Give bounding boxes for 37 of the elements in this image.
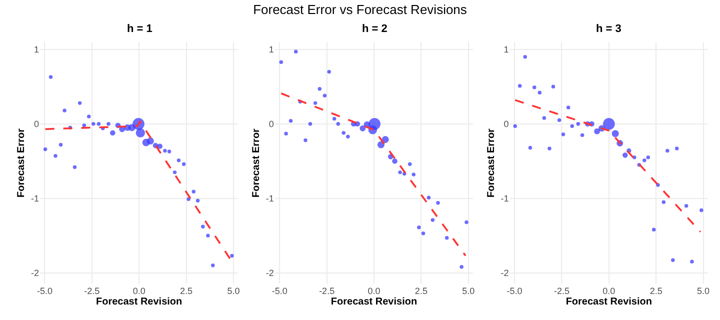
- chart-subtitle: h = 3: [596, 23, 622, 35]
- x-tick-label: 2.5: [414, 286, 428, 296]
- chart-subtitle: h = 1: [127, 23, 152, 35]
- x-tick-label: -5.0: [272, 286, 288, 296]
- y-tick-label: -2: [30, 268, 39, 278]
- y-tick-label: -1: [500, 194, 509, 204]
- x-tick-label: 5.0: [462, 286, 475, 296]
- x-tick-label: -5.0: [506, 286, 522, 296]
- y-tick-label: 1: [504, 44, 509, 55]
- x-axis-title: Forecast Revision: [96, 296, 182, 308]
- y-tick-label: -1: [266, 194, 274, 204]
- y-tick-label: -1: [30, 194, 39, 204]
- y-tick-label: 0: [34, 119, 39, 130]
- y-tick-label: 0: [504, 119, 509, 130]
- x-tick-label: -5.0: [36, 286, 52, 296]
- y-tick-label: -2: [500, 268, 509, 278]
- x-tick-label: 5.0: [227, 286, 240, 296]
- chart-subtitle: h = 2: [362, 23, 388, 35]
- x-axis-title: Forecast Revision: [330, 296, 418, 308]
- y-tick-label: 1: [34, 44, 39, 55]
- x-tick-label: 2.5: [650, 286, 662, 296]
- y-tick-label: 1: [268, 44, 274, 55]
- x-tick-label: 0.0: [602, 286, 616, 296]
- x-axis-title: Forecast Revision: [566, 296, 652, 308]
- y-axis-title: Forecast Error: [16, 128, 27, 198]
- x-tick-label: 5.0: [697, 286, 710, 296]
- chart-title: Forecast Error vs Forecast Revisions: [253, 2, 468, 17]
- y-tick-label: 0: [268, 119, 274, 130]
- y-axis-title: Forecast Error: [250, 128, 262, 198]
- x-tick-label: 0.0: [132, 286, 146, 296]
- y-tick-label: -2: [266, 268, 274, 278]
- x-tick-label: -2.5: [554, 286, 570, 296]
- y-axis-title: Forecast Error: [486, 128, 497, 198]
- x-tick-label: -2.5: [319, 286, 335, 296]
- x-tick-label: 2.5: [180, 286, 193, 296]
- x-tick-label: -2.5: [84, 286, 100, 296]
- x-tick-label: 0.0: [368, 286, 380, 296]
